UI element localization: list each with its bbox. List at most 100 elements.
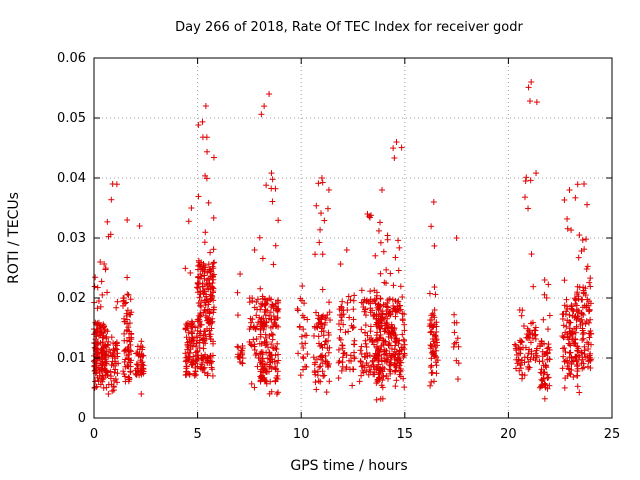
data-point [209, 280, 216, 287]
data-point [251, 304, 258, 311]
data-point [339, 298, 346, 305]
data-point [314, 324, 321, 331]
data-point [207, 249, 214, 256]
data-point [584, 201, 591, 208]
data-point [373, 295, 380, 302]
data-point [303, 363, 310, 370]
data-point [260, 320, 267, 327]
data-point [524, 331, 531, 338]
data-point [273, 374, 280, 381]
data-point [311, 361, 318, 368]
data-point [209, 366, 216, 373]
data-point [374, 378, 381, 385]
data-point [210, 304, 217, 311]
data-point [390, 302, 397, 309]
data-point [565, 365, 572, 372]
data-point [195, 193, 202, 200]
data-point [270, 321, 277, 328]
data-point [126, 311, 133, 318]
data-point [386, 342, 393, 349]
data-point [200, 354, 207, 361]
data-point [128, 348, 135, 355]
data-point [270, 345, 277, 352]
data-point [541, 381, 548, 388]
data-point [359, 367, 366, 374]
data-point [395, 237, 402, 244]
data-point [391, 154, 398, 161]
data-point [210, 214, 217, 221]
data-point [540, 375, 547, 382]
data-point [526, 364, 533, 371]
data-point [115, 360, 122, 367]
data-point [362, 312, 369, 319]
data-point [544, 326, 551, 333]
data-point [561, 345, 568, 352]
data-point [269, 331, 276, 338]
data-point [401, 384, 408, 391]
data-point [257, 285, 264, 292]
data-point [367, 288, 374, 295]
data-point [137, 343, 144, 350]
data-point [383, 347, 390, 354]
data-point [377, 295, 384, 302]
data-point [454, 376, 461, 383]
data-point [431, 378, 438, 385]
data-point [98, 376, 105, 383]
data-point [453, 357, 460, 364]
data-point [324, 205, 331, 212]
data-point [97, 366, 104, 373]
data-point [397, 306, 404, 313]
data-point [562, 357, 569, 364]
data-point [377, 239, 384, 246]
data-point [269, 302, 276, 309]
data-point [99, 291, 106, 298]
data-point [235, 344, 242, 351]
data-point [358, 372, 365, 379]
data-point [98, 278, 105, 285]
data-point [566, 349, 573, 356]
data-point [567, 371, 574, 378]
data-point [102, 265, 109, 272]
data-point [108, 362, 115, 369]
data-point [204, 282, 211, 289]
data-point [345, 293, 352, 300]
data-point [261, 365, 268, 372]
data-point [108, 196, 115, 203]
data-point [200, 309, 207, 316]
data-point [322, 352, 329, 359]
data-point [262, 312, 269, 319]
data-point [574, 361, 581, 368]
data-point [393, 364, 400, 371]
data-point [207, 291, 214, 298]
data-point [544, 385, 551, 392]
data-point [263, 318, 270, 325]
data-point [364, 332, 371, 339]
data-point [104, 289, 111, 296]
data-point [431, 242, 438, 249]
data-point [372, 252, 379, 259]
data-point [318, 342, 325, 349]
data-point [304, 351, 311, 358]
data-point [369, 298, 376, 305]
data-point [373, 336, 380, 343]
data-point [114, 379, 121, 386]
data-point [187, 349, 194, 356]
data-point [257, 306, 264, 313]
data-point [362, 329, 369, 336]
data-point [430, 350, 437, 357]
data-point [533, 99, 540, 106]
data-point [320, 332, 327, 339]
data-point [106, 346, 113, 353]
data-point [253, 298, 260, 305]
data-point [379, 308, 386, 315]
data-point [358, 363, 365, 370]
data-point [538, 366, 545, 373]
data-point [269, 198, 276, 205]
data-point [207, 286, 214, 293]
x-tick-label: 20 [500, 427, 517, 442]
data-point [392, 339, 399, 346]
data-point [121, 300, 128, 307]
data-point [105, 390, 112, 397]
data-point [264, 297, 271, 304]
y-tick-label: 0.04 [57, 171, 86, 186]
